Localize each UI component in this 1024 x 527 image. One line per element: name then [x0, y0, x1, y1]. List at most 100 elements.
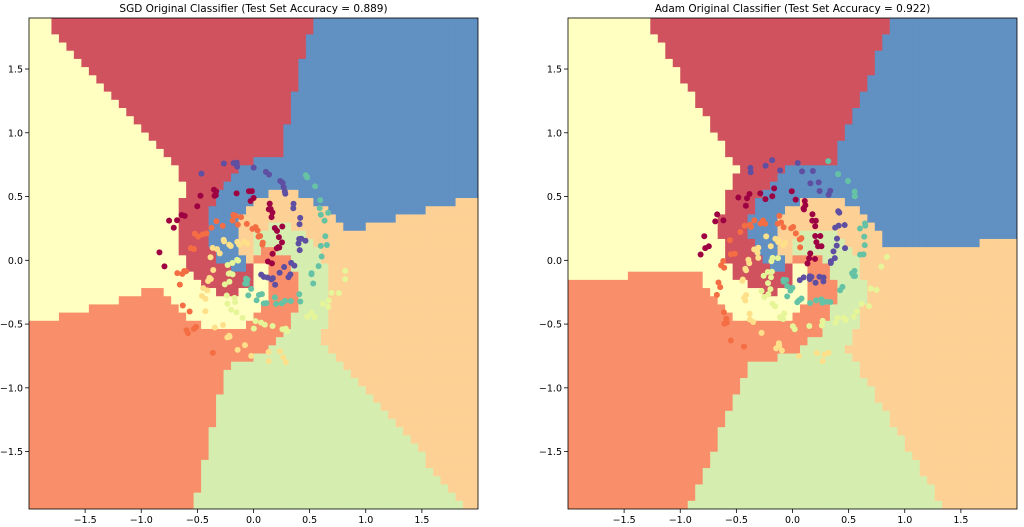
- region-cell: [133, 42, 142, 52]
- region-cell: [118, 247, 127, 256]
- region-cell: [305, 124, 314, 134]
- region-cell: [328, 468, 337, 477]
- region-cell: [29, 132, 38, 142]
- region-cell: [253, 18, 262, 27]
- region-cell: [650, 165, 659, 175]
- region-cell: [642, 468, 651, 477]
- region-cell: [365, 214, 374, 224]
- region-cell: [186, 206, 195, 215]
- region-cell: [582, 484, 592, 494]
- region-cell: [216, 451, 225, 461]
- region-cell: [620, 206, 629, 215]
- region-cell: [66, 345, 75, 355]
- region-cell: [410, 165, 419, 175]
- region-cell: [358, 132, 367, 142]
- region-cell: [133, 83, 142, 93]
- region-cell: [358, 165, 367, 175]
- region-cell: [605, 99, 614, 109]
- region-cell: [612, 247, 621, 256]
- region-cell: [260, 386, 270, 396]
- region-cell: [73, 238, 82, 248]
- region-cell: [96, 67, 105, 76]
- region-cell: [216, 492, 225, 502]
- region-cell: [343, 402, 352, 412]
- region-cell: [343, 206, 352, 215]
- region-cell: [51, 418, 60, 428]
- region-cell: [350, 157, 359, 166]
- region-cell: [141, 116, 150, 125]
- region-cell: [470, 394, 478, 404]
- region-cell: [627, 238, 636, 248]
- region-cell: [418, 484, 427, 494]
- region-cell: [635, 443, 644, 453]
- region-cell: [590, 320, 599, 330]
- region-cell: [605, 410, 614, 420]
- region-cell: [96, 58, 105, 68]
- region-cell: [141, 198, 150, 207]
- region-cell: [313, 427, 322, 436]
- region-cell: [627, 468, 636, 477]
- region-cell: [163, 484, 172, 494]
- region-cell: [642, 378, 651, 387]
- data-point: [248, 352, 255, 359]
- region-cell: [305, 238, 314, 248]
- region-cell: [260, 108, 270, 117]
- region-cell: [275, 58, 285, 68]
- region-cell: [418, 328, 427, 338]
- region-cell: [388, 222, 397, 232]
- region-cell: [148, 42, 157, 52]
- region-cell: [231, 26, 240, 35]
- region-cell: [58, 435, 68, 445]
- region-cell: [642, 124, 651, 134]
- region-cell: [455, 312, 464, 322]
- region-cell: [66, 369, 75, 379]
- region-cell: [395, 83, 404, 93]
- region-cell: [201, 369, 210, 379]
- region-cell: [358, 230, 367, 240]
- region-cell: [156, 410, 165, 420]
- region-cell: [418, 263, 427, 273]
- region-cell: [238, 91, 247, 101]
- region-cell: [231, 468, 240, 477]
- region-cell: [343, 222, 352, 232]
- region-cell: [388, 451, 397, 461]
- region-cell: [111, 443, 120, 453]
- region-cell: [410, 369, 419, 379]
- region-cell: [66, 500, 75, 509]
- region-cell: [380, 206, 389, 215]
- region-cell: [73, 157, 82, 166]
- region-cell: [29, 353, 38, 363]
- region-cell: [650, 320, 659, 330]
- region-cell: [672, 418, 681, 428]
- region-cell: [380, 427, 389, 436]
- region-cell: [403, 75, 412, 85]
- region-cell: [582, 132, 592, 142]
- region-cell: [253, 328, 262, 338]
- region-cell: [695, 108, 704, 117]
- region-cell: [43, 26, 53, 35]
- region-cell: [283, 378, 292, 387]
- region-cell: [425, 459, 434, 469]
- region-cell: [635, 50, 644, 60]
- region-cell: [223, 181, 232, 191]
- region-cell: [51, 492, 60, 502]
- region-cell: [156, 435, 165, 445]
- region-cell: [223, 418, 232, 428]
- region-cell: [148, 198, 157, 207]
- region-cell: [575, 410, 584, 420]
- region-cell: [320, 345, 329, 355]
- region-cell: [103, 296, 112, 306]
- region-cell: [246, 108, 255, 117]
- region-cell: [650, 26, 659, 35]
- region-cell: [298, 222, 307, 232]
- region-cell: [612, 378, 621, 387]
- region-cell: [395, 50, 404, 60]
- region-cell: [380, 418, 389, 428]
- region-cell: [635, 189, 644, 199]
- region-cell: [43, 34, 53, 44]
- region-cell: [650, 67, 659, 76]
- region-cell: [43, 230, 53, 240]
- region-cell: [253, 459, 262, 469]
- region-cell: [612, 75, 621, 85]
- region-cell: [58, 312, 68, 322]
